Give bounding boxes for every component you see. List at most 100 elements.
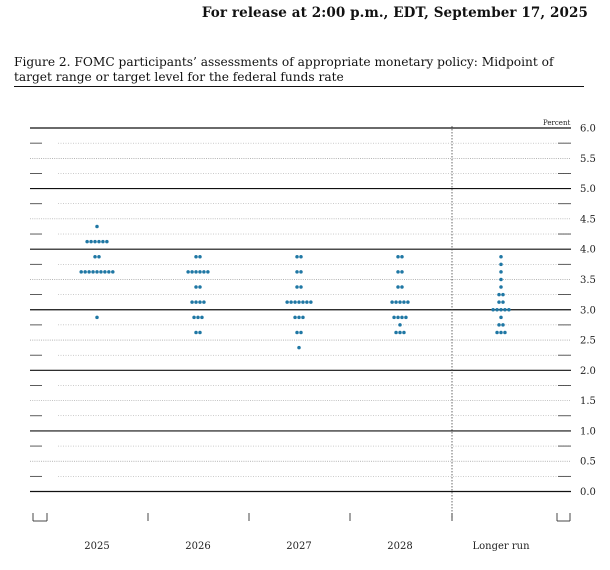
- participant-dot: [200, 315, 204, 320]
- participant-dot: [295, 254, 299, 259]
- y-tick-label: 6.0: [580, 124, 596, 135]
- participant-dot: [305, 300, 309, 304]
- participant-dot: [198, 300, 202, 304]
- participant-dot: [503, 308, 507, 312]
- participant-dot: [501, 300, 505, 304]
- participant-dot: [103, 270, 107, 274]
- participant-dot: [499, 262, 503, 267]
- participant-dot: [499, 277, 503, 282]
- title-rule: [14, 86, 584, 87]
- participant-dot: [299, 285, 303, 289]
- category-label: 2028: [387, 541, 412, 552]
- participant-dot: [402, 330, 406, 335]
- y-tick-label: 3.0: [580, 305, 596, 316]
- participant-dot: [95, 270, 99, 274]
- y-tick-label: 5.5: [580, 154, 596, 165]
- participant-dot: [398, 300, 402, 304]
- participant-dot: [83, 270, 87, 274]
- category-label: Longer run: [472, 541, 530, 552]
- participant-dot: [301, 315, 305, 320]
- participant-dot: [497, 323, 501, 327]
- release-notice: For release at 2:00 p.m., EDT, September…: [201, 5, 588, 21]
- participant-dot: [85, 239, 89, 244]
- participant-dot: [406, 300, 410, 304]
- participant-dot: [93, 239, 97, 244]
- category-label: 2027: [286, 541, 311, 552]
- participant-dot: [297, 315, 301, 320]
- participant-dot: [198, 270, 202, 274]
- participant-dot: [89, 239, 93, 244]
- participant-dot: [501, 323, 505, 327]
- participant-dot: [194, 270, 198, 274]
- y-tick-label: 2.5: [580, 336, 596, 347]
- participant-dot: [392, 315, 396, 320]
- participant-dot: [202, 270, 206, 274]
- y-tick-label: 2.0: [580, 366, 596, 377]
- participant-dot: [497, 300, 501, 304]
- participant-dot: [295, 270, 299, 274]
- participant-dot: [95, 315, 99, 320]
- participant-dot: [297, 300, 301, 304]
- participant-dot: [111, 270, 115, 274]
- participant-dot: [79, 270, 83, 274]
- participant-dot: [394, 300, 398, 304]
- participant-dot: [194, 300, 198, 304]
- participant-dot: [295, 330, 299, 335]
- participant-dot: [400, 270, 404, 274]
- participant-dot: [495, 308, 499, 312]
- participant-dot: [499, 254, 503, 259]
- participant-dot: [194, 330, 198, 335]
- participant-dot: [95, 224, 99, 229]
- participant-dot: [404, 315, 408, 320]
- participant-dot: [396, 270, 400, 274]
- participant-dot: [499, 308, 503, 312]
- category-label: 2026: [185, 541, 210, 552]
- participant-dot: [105, 239, 109, 244]
- participant-dot: [194, 285, 198, 289]
- participant-dot: [499, 270, 503, 274]
- participant-dot: [97, 254, 101, 259]
- participant-dot: [190, 270, 194, 274]
- y-tick-label: 5.0: [580, 184, 596, 195]
- y-tick-label: 0.5: [580, 457, 596, 468]
- participant-dot: [196, 315, 200, 320]
- participant-dot: [507, 308, 511, 312]
- participant-dot: [206, 270, 210, 274]
- participant-dot: [402, 300, 406, 304]
- participant-dot: [497, 292, 501, 297]
- participant-dot: [285, 300, 289, 304]
- y-tick-label: 1.0: [580, 426, 596, 437]
- participant-dot: [198, 254, 202, 259]
- y-tick-label: 4.0: [580, 245, 596, 256]
- participant-dot: [192, 315, 196, 320]
- y-tick-label: 0.0: [580, 487, 596, 498]
- participant-dot: [297, 345, 301, 350]
- participant-dot: [101, 239, 105, 244]
- participant-dot: [396, 315, 400, 320]
- participant-dot: [396, 285, 400, 289]
- participant-dot: [202, 300, 206, 304]
- participant-dot: [289, 300, 293, 304]
- participant-dot: [295, 285, 299, 289]
- figure-title: Figure 2. FOMC participants’ assessments…: [14, 55, 554, 84]
- participant-dot: [97, 239, 101, 244]
- participant-dot: [400, 254, 404, 259]
- participant-dot: [87, 270, 91, 274]
- participant-dot: [198, 330, 202, 335]
- category-label: 2025: [84, 541, 109, 552]
- participant-dot: [99, 270, 103, 274]
- participant-dot: [309, 300, 313, 304]
- participant-dot: [198, 285, 202, 289]
- participant-dot: [293, 300, 297, 304]
- participant-dot: [299, 270, 303, 274]
- participant-dot: [503, 330, 507, 335]
- participant-dot: [396, 254, 400, 259]
- participant-dot: [107, 270, 111, 274]
- participant-dot: [394, 330, 398, 335]
- participant-dot: [299, 330, 303, 335]
- participant-dot: [398, 330, 402, 335]
- y-tick-label: 1.5: [580, 396, 596, 407]
- participant-dot: [400, 285, 404, 289]
- participant-dot: [293, 315, 297, 320]
